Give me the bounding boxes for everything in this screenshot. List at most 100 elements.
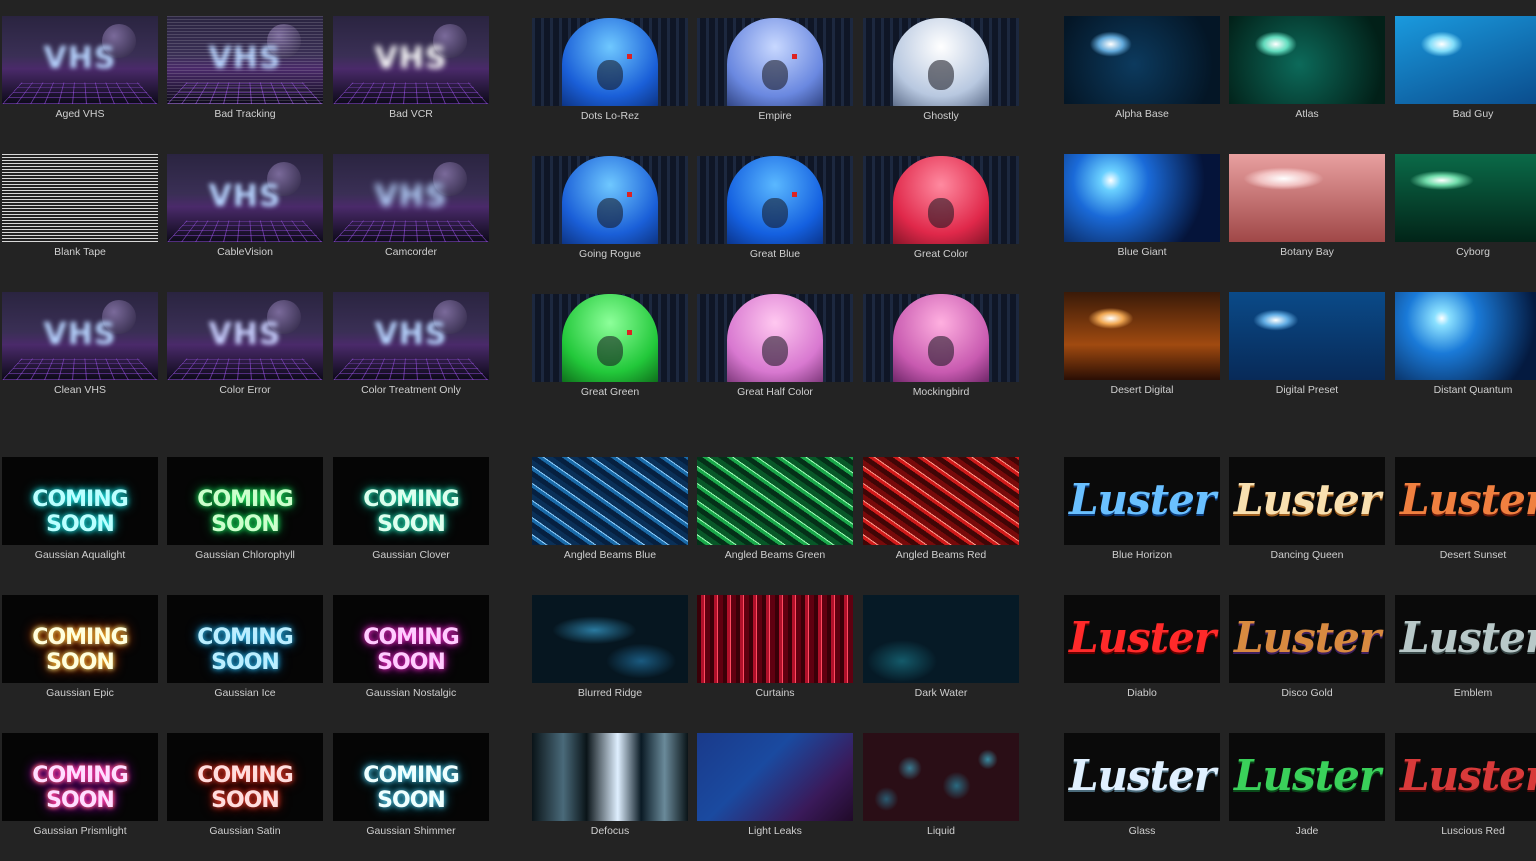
preset-tile[interactable]: Great Half Color [697,294,853,398]
preset-label: Botany Bay [1280,246,1334,258]
preset-label: CableVision [217,246,273,258]
preset-thumbnail: Luster [1395,595,1536,683]
preset-tile[interactable]: COMING SOON Gaussian Nostalgic [333,595,489,699]
preset-tile[interactable]: VHS Aged VHS [2,16,158,120]
preset-tile[interactable]: Luster Emblem [1395,595,1536,699]
preset-label: Dark Water [914,687,968,699]
preset-tile[interactable]: Mockingbird [863,294,1019,398]
preset-thumbnail: COMING SOON [333,595,489,683]
preset-thumbnail [1395,154,1536,242]
preset-thumbnail [1064,292,1220,380]
preset-thumbnail: COMING SOON [2,595,158,683]
preset-tile[interactable]: VHS Color Treatment Only [333,292,489,396]
preset-tile[interactable]: COMING SOON Gaussian Chlorophyll [167,457,323,561]
preset-tile[interactable]: Liquid [863,733,1019,837]
preset-tile[interactable]: VHS Bad VCR [333,16,489,120]
preset-tile[interactable]: Blank Tape [2,154,158,258]
preset-label: Blue Giant [1117,246,1167,258]
preset-tile[interactable]: Great Color [863,156,1019,260]
preset-tile[interactable]: Light Leaks [697,733,853,837]
preset-tile[interactable]: Luster Glass [1064,733,1220,837]
preset-tile[interactable]: Curtains [697,595,853,699]
preset-tile[interactable]: Luster Desert Sunset [1395,457,1536,561]
preset-label: Defocus [590,825,630,837]
preset-tile[interactable]: Botany Bay [1229,154,1385,258]
preset-thumbnail [532,294,688,382]
preset-thumbnail: VHS [2,16,158,104]
preset-tile[interactable]: COMING SOON Gaussian Epic [2,595,158,699]
preset-thumbnail [863,457,1019,545]
preset-thumbnail: Luster [1395,733,1536,821]
preset-tile[interactable]: COMING SOON Gaussian Ice [167,595,323,699]
preset-tile[interactable]: Blurred Ridge [532,595,688,699]
preset-tile[interactable]: Great Green [532,294,688,398]
preset-tile[interactable]: Dots Lo-Rez [532,18,688,122]
preset-thumbnail [1395,292,1536,380]
preset-label: Gaussian Chlorophyll [195,549,295,561]
preset-label: Dots Lo-Rez [580,110,640,122]
preset-thumbnail: COMING SOON [333,457,489,545]
preset-thumbnail: Luster [1064,595,1220,683]
preset-tile[interactable]: COMING SOON Gaussian Shimmer [333,733,489,837]
preset-tile[interactable]: Dark Water [863,595,1019,699]
preset-tile[interactable]: VHS Color Error [167,292,323,396]
preset-tile[interactable]: Bad Guy [1395,16,1536,120]
preset-tile[interactable]: Great Blue [697,156,853,260]
preset-label: Angled Beams Blue [563,549,657,561]
preset-tile[interactable]: VHS Clean VHS [2,292,158,396]
preset-tile[interactable]: Atlas [1229,16,1385,120]
preset-thumbnail [697,294,853,382]
preset-thumbnail [1064,16,1220,104]
preset-thumbnail: COMING SOON [333,733,489,821]
preset-tile[interactable]: Going Rogue [532,156,688,260]
preset-tile[interactable]: Luster Jade [1229,733,1385,837]
preset-tile[interactable]: Luster Dancing Queen [1229,457,1385,561]
preset-label: Bad Guy [1452,108,1494,120]
preset-label: Blue Horizon [1111,549,1173,561]
preset-tile[interactable]: Desert Digital [1064,292,1220,396]
preset-label: Color Treatment Only [361,384,461,396]
preset-thumbnail [1395,16,1536,104]
preset-label: Bad Tracking [214,108,276,120]
preset-tile[interactable]: Distant Quantum [1395,292,1536,396]
preset-label: Digital Preset [1275,384,1339,396]
preset-thumbnail [532,18,688,106]
preset-tile[interactable]: Empire [697,18,853,122]
preset-thumbnail: Luster [1395,457,1536,545]
preset-label: Gaussian Aqualight [34,549,126,561]
preset-label: Great Green [580,386,640,398]
preset-label: Emblem [1453,687,1493,699]
preset-label: Jade [1295,825,1319,837]
preset-tile[interactable]: Cyborg [1395,154,1536,258]
preset-label: Light Leaks [748,825,802,837]
preset-label: Luscious Red [1441,825,1505,837]
preset-tile[interactable]: COMING SOON Gaussian Satin [167,733,323,837]
preset-tile[interactable]: Luster Luscious Red [1395,733,1536,837]
preset-tile[interactable]: VHS Bad Tracking [167,16,323,120]
preset-tile[interactable]: Ghostly [863,18,1019,122]
preset-label: Going Rogue [579,248,641,260]
preset-label: Blank Tape [54,246,106,258]
preset-tile[interactable]: VHS CableVision [167,154,323,258]
preset-tile[interactable]: Defocus [532,733,688,837]
preset-thumbnail: VHS [167,292,323,380]
preset-label: Mockingbird [912,386,970,398]
preset-tile[interactable]: Angled Beams Blue [532,457,688,561]
preset-thumbnail [1229,154,1385,242]
preset-thumbnail: Luster [1229,595,1385,683]
preset-thumbnail [1064,154,1220,242]
preset-tile[interactable]: Luster Blue Horizon [1064,457,1220,561]
preset-tile[interactable]: Luster Disco Gold [1229,595,1385,699]
preset-tile[interactable]: COMING SOON Gaussian Prismlight [2,733,158,837]
preset-label: Ghostly [923,110,959,122]
preset-tile[interactable]: Digital Preset [1229,292,1385,396]
preset-tile[interactable]: Alpha Base [1064,16,1220,120]
preset-tile[interactable]: COMING SOON Gaussian Clover [333,457,489,561]
preset-tile[interactable]: COMING SOON Gaussian Aqualight [2,457,158,561]
preset-tile[interactable]: Angled Beams Green [697,457,853,561]
preset-tile[interactable]: Blue Giant [1064,154,1220,258]
preset-label: Aged VHS [55,108,105,120]
preset-tile[interactable]: Angled Beams Red [863,457,1019,561]
preset-tile[interactable]: VHS Camcorder [333,154,489,258]
preset-tile[interactable]: Luster Diablo [1064,595,1220,699]
